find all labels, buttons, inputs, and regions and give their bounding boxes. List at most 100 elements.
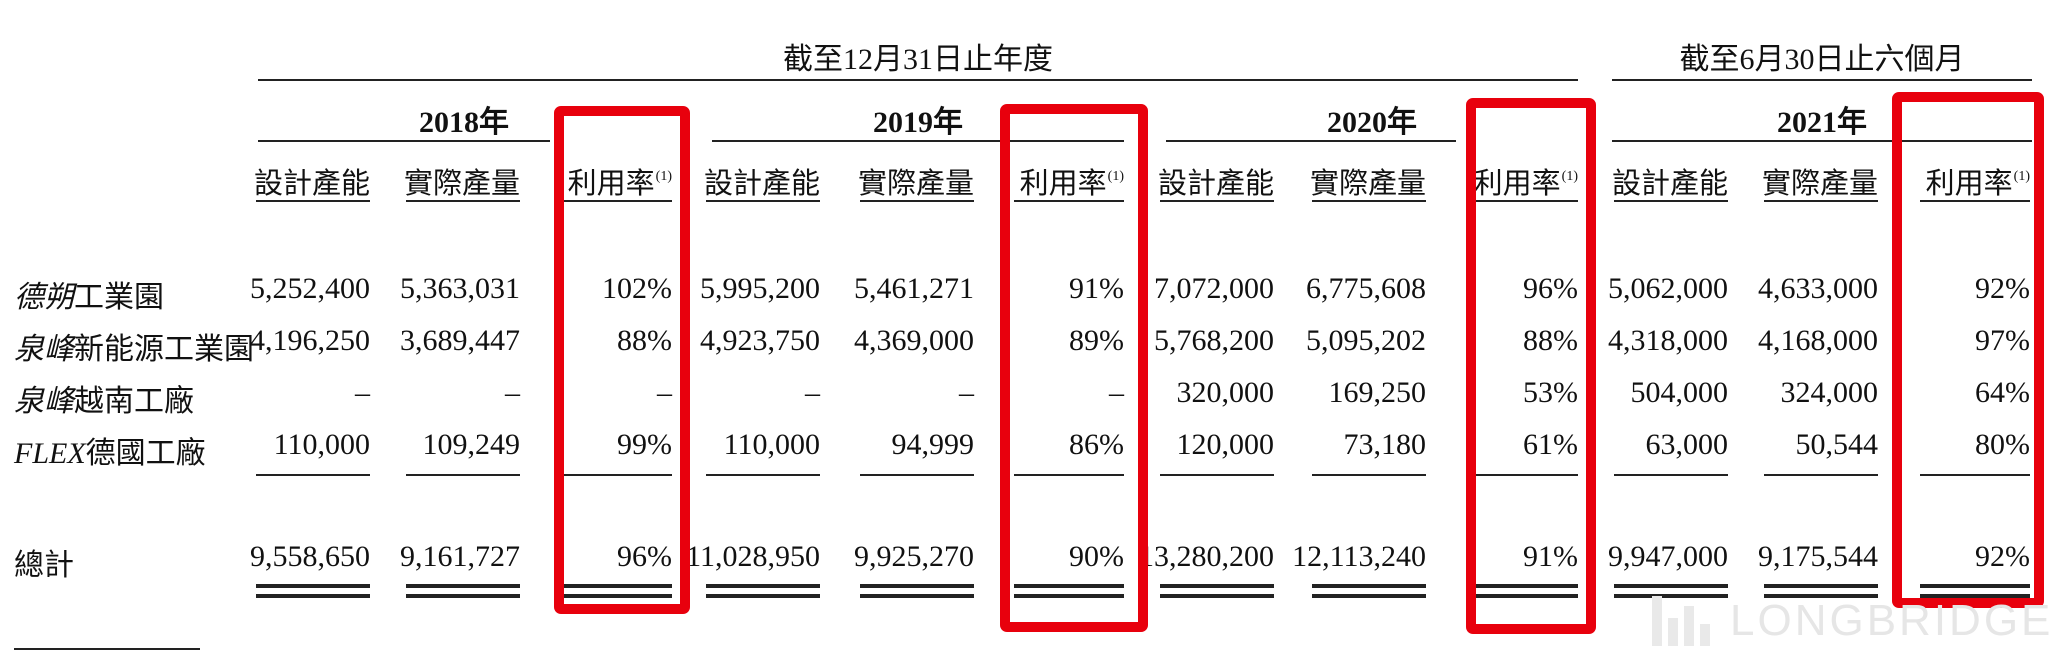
table-cell: 97%: [1975, 324, 2030, 357]
column-header-rule: [1014, 200, 1124, 202]
subtotal-rule: [1764, 474, 1878, 476]
total-double-rule: [1312, 594, 1426, 598]
table-cell: 4,168,000: [1758, 324, 1878, 357]
total-double-rule: [1160, 584, 1274, 588]
total-double-rule: [1764, 584, 1878, 588]
table-cell: 5,461,271: [854, 272, 974, 305]
row-label-flex-germany: FLEX德國工廠: [14, 437, 206, 470]
total-cell: 9,175,544: [1758, 540, 1878, 573]
column-header-rule: [1312, 200, 1426, 202]
table-cell: 5,363,031: [400, 272, 520, 305]
table-cell: 53%: [1523, 376, 1578, 409]
table-cell: 64%: [1975, 376, 2030, 409]
year-rule-2020: [1166, 140, 1456, 142]
total-cell: 91%: [1523, 540, 1578, 573]
year-rule-2019: [712, 140, 1124, 142]
total-double-rule: [1468, 594, 1578, 598]
total-double-rule: [1160, 594, 1274, 598]
subtotal-rule: [562, 474, 672, 476]
table-cell: 5,995,200: [700, 272, 820, 305]
header-rule-six-months: [1612, 79, 2032, 81]
table-cell: 5,252,400: [250, 272, 370, 305]
row-label-total: 總計: [14, 549, 74, 582]
column-header-design-capacity: 設計產能: [1157, 168, 1274, 200]
highlight-box-2019-utilization: [1000, 104, 1148, 632]
table-cell: 102%: [602, 272, 672, 305]
column-header-design-capacity: 設計產能: [703, 168, 820, 200]
total-cell: 92%: [1975, 540, 2030, 573]
table-cell: 6,775,608: [1306, 272, 1426, 305]
watermark-text: LONGBRIDGE: [1730, 596, 2054, 645]
total-double-rule: [1920, 594, 2030, 598]
column-header-design-capacity: 設計產能: [253, 168, 370, 200]
total-cell: 9,925,270: [854, 540, 974, 573]
total-double-rule: [706, 594, 820, 598]
column-header-utilization-rate: 利用率(1): [1473, 168, 1578, 200]
table-cell: 4,923,750: [700, 324, 820, 357]
column-header-rule: [1160, 200, 1274, 202]
highlight-box-2018-utilization: [554, 106, 690, 614]
year-2021: 2021年: [1777, 106, 1867, 139]
column-header-rule: [406, 200, 520, 202]
table-cell: 96%: [1523, 272, 1578, 305]
total-cell: 12,113,240: [1292, 540, 1426, 573]
year-rule-2021: [1612, 140, 2032, 142]
total-double-rule: [860, 594, 974, 598]
total-cell: 9,558,650: [250, 540, 370, 573]
table-cell: 4,318,000: [1608, 324, 1728, 357]
table-cell: 3,689,447: [400, 324, 520, 357]
year-2019: 2019年: [873, 106, 963, 139]
subtotal-rule: [1014, 474, 1124, 476]
total-cell: 96%: [617, 540, 672, 573]
total-double-rule: [1014, 594, 1124, 598]
subtotal-rule: [406, 474, 520, 476]
table-cell: 110,000: [273, 428, 370, 461]
table-cell: 61%: [1523, 428, 1578, 461]
table-cell: 63,000: [1645, 428, 1729, 461]
table-cell: 4,196,250: [250, 324, 370, 357]
total-double-rule: [1312, 584, 1426, 588]
table-cell: 73,180: [1343, 428, 1427, 461]
table-cell: 88%: [1523, 324, 1578, 357]
total-double-rule: [1014, 584, 1124, 588]
table-cell: –: [1109, 376, 1124, 409]
total-double-rule: [256, 584, 370, 588]
subtotal-rule: [860, 474, 974, 476]
table-cell: 86%: [1069, 428, 1124, 461]
column-header-actual-output: 實際產量: [1761, 168, 1878, 200]
header-year-ended: 截至12月31日止年度: [783, 43, 1053, 76]
table-cell: –: [355, 376, 370, 409]
year-2018: 2018年: [419, 106, 509, 139]
table-cell: 109,249: [422, 428, 521, 461]
table-cell: 5,062,000: [1608, 272, 1728, 305]
column-header-rule: [860, 200, 974, 202]
total-cell: 9,947,000: [1608, 540, 1728, 573]
column-header-actual-output: 實際產量: [403, 168, 520, 200]
column-header-rule: [562, 200, 672, 202]
column-header-utilization-rate: 利用率(1): [1019, 168, 1124, 200]
subtotal-rule: [1312, 474, 1426, 476]
table-cell: 5,768,200: [1154, 324, 1274, 357]
row-label-dechuo: 德朔工業園: [14, 281, 164, 314]
table-cell: 88%: [617, 324, 672, 357]
highlight-box-2021-utilization: [1892, 92, 2044, 608]
column-header-rule: [256, 200, 370, 202]
table-cell: 5,095,202: [1306, 324, 1426, 357]
total-cell: 9,161,727: [400, 540, 520, 573]
total-double-rule: [860, 584, 974, 588]
total-cell: 90%: [1069, 540, 1124, 573]
table-cell: –: [505, 376, 520, 409]
column-header-design-capacity: 設計產能: [1611, 168, 1728, 200]
table-cell: –: [959, 376, 974, 409]
table-cell: 50,544: [1795, 428, 1879, 461]
table-cell: 324,000: [1780, 376, 1879, 409]
column-header-utilization-rate: 利用率(1): [1925, 168, 2030, 200]
table-cell: 91%: [1069, 272, 1124, 305]
year-2020: 2020年: [1327, 106, 1417, 139]
subtotal-rule: [1160, 474, 1274, 476]
subtotal-rule: [706, 474, 820, 476]
subtotal-rule: [1920, 474, 2030, 476]
total-double-rule: [1764, 594, 1878, 598]
subtotal-rule: [1468, 474, 1578, 476]
total-double-rule: [406, 584, 520, 588]
